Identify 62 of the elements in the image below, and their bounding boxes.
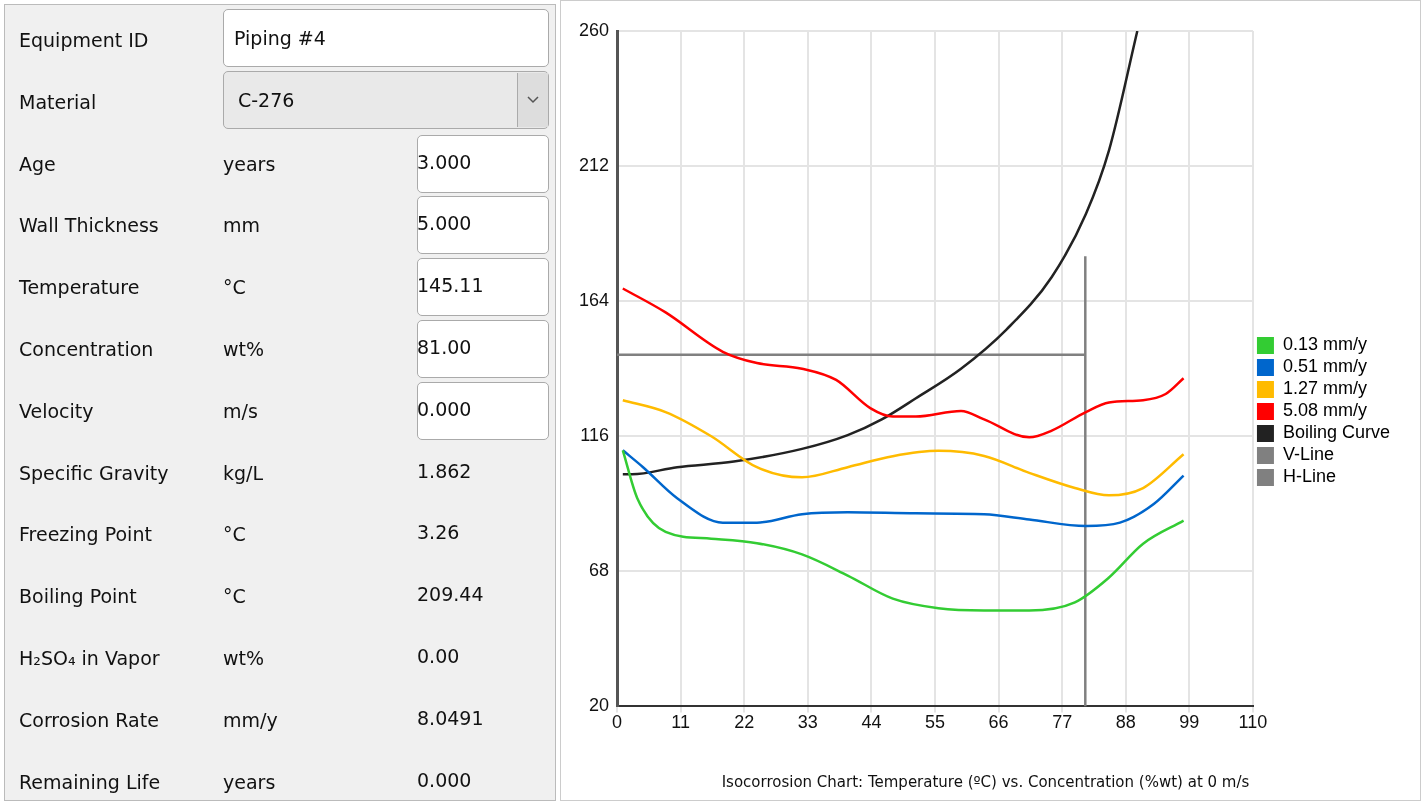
y-tick-label: 116 [580,425,610,446]
text: °C [223,584,246,609]
x-tick-label: 0 [612,712,623,733]
text: 3.000 [417,149,472,174]
x-tick-label: 22 [734,712,755,733]
text: 1.862 [417,458,472,483]
text: Piping #4 [234,26,326,50]
text: Material [19,89,97,114]
legend-label: 1.27 mm/y [1282,378,1367,399]
text: 0.000 [417,396,472,421]
text: Remaining Life [19,769,161,794]
text: °C [223,275,246,300]
y-tick-label: 164 [578,290,610,311]
text: Temperature [19,275,140,300]
text: Wall Thickness [19,213,159,238]
text: 5.000 [417,211,472,236]
text: Concentration [19,337,154,361]
x-tick-label: 55 [924,712,946,733]
text: Specific Gravity [19,460,169,485]
text: Equipment ID [19,28,149,52]
text: C-276 [238,87,295,112]
text: Freezing Point [19,522,152,547]
y-tick-label: 20 [589,695,610,716]
x-tick-label: 11 [671,712,690,733]
text: Velocity [19,398,94,423]
legend-label: 0.51 mm/y [1282,356,1367,377]
text: 3.26 [417,520,460,545]
text: Corrosion Rate [19,707,159,732]
text: Isocorrosion Chart: Temperature (ºC) vs. Concentration (%wt) at 0 m/s [721,772,1250,791]
text: 0.00 [417,644,460,668]
text: mm/y [223,707,278,732]
y-tick-label: 212 [578,155,610,176]
x-tick-label: 88 [1115,712,1136,733]
legend-label: 0.13 mm/y [1282,334,1367,355]
text: Boiling Point [19,584,137,609]
text: Age [19,151,56,176]
x-tick-label: 33 [797,712,818,733]
text: wt% [223,646,265,670]
text: years [223,151,276,176]
x-tick-label: 44 [861,712,882,733]
text: 0.000 [417,767,472,792]
text: mm [223,213,261,238]
text: °C [223,522,246,547]
text: wt% [223,337,265,361]
x-tick-label: 110 [1238,712,1268,733]
text: years [223,769,276,794]
legend-label: V-Line [1282,444,1334,465]
y-tick-label: 68 [589,560,610,581]
x-tick-label: 77 [1052,712,1073,733]
legend-label: 5.08 mm/y [1282,400,1367,421]
text: 209.44 [417,582,484,607]
y-tick-label: 260 [578,19,610,40]
text: 8.0491 [417,705,484,730]
text: m/s [223,398,258,423]
text: 81.00 [417,335,472,359]
legend-label: H-Line [1282,466,1336,487]
x-tick-label: 99 [1179,712,1200,733]
x-tick-label: 66 [988,712,1009,733]
text: H₂SO₄ in Vapor [19,646,160,670]
text: 145.11 [417,273,484,298]
legend-label: Boiling Curve [1282,422,1391,443]
text: kg/L [223,460,264,485]
